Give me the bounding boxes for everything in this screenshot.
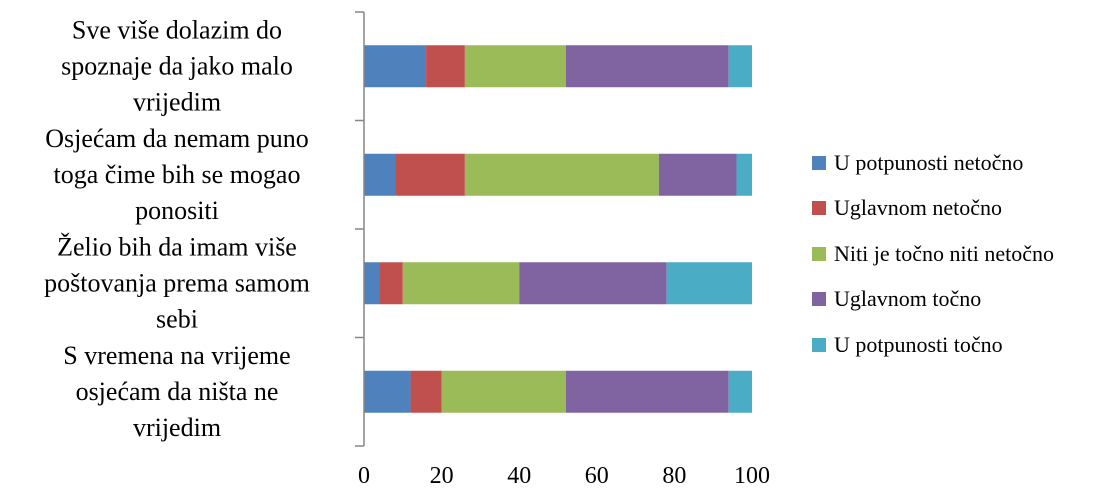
legend-label: U potpunosti netočno — [834, 149, 1024, 175]
category-label-line: Osjećam da nemam puno — [45, 124, 309, 153]
bar-segment — [658, 153, 737, 196]
category-label-line: S vremena na vrijeme — [63, 341, 290, 370]
legend-label: Uglavnom točno — [834, 286, 982, 312]
category-label-line: Sve više dolazim do — [72, 15, 282, 44]
category-label-line: sebi — [156, 304, 198, 333]
x-tick-label: 0 — [358, 463, 370, 489]
bar-segment — [441, 370, 566, 413]
bar-segment — [426, 45, 465, 88]
bars — [364, 45, 752, 413]
bar-segment — [565, 370, 729, 413]
legend-item: Uglavnom netočno — [812, 186, 1054, 232]
legend-swatch — [812, 292, 826, 307]
x-tick-labels: 0 20 40 60 80 100 — [358, 463, 770, 489]
bar-segment — [666, 262, 752, 305]
x-tick-label: 40 — [507, 463, 531, 489]
legend-swatch — [812, 155, 826, 170]
bar-segment — [728, 45, 752, 88]
bar-segment — [379, 262, 403, 305]
category-label-line: vrijedim — [133, 87, 221, 116]
legend-swatch — [812, 246, 826, 261]
x-tick-label: 100 — [734, 463, 770, 489]
bar-segment — [519, 262, 667, 305]
legend-item: Niti je točno niti netočno — [812, 231, 1054, 277]
legend-item: U potpunosti točno — [812, 322, 1054, 368]
bar-segment — [364, 153, 396, 196]
legend-label: Niti je točno niti netočno — [834, 240, 1054, 266]
category-label-line: Želio bih da imam više — [57, 232, 297, 261]
legend-item: U potpunosti netočno — [812, 140, 1054, 186]
bar-segment — [464, 45, 566, 88]
category-label: S vremena na vrijeme osjećam da ništa ne v… — [63, 341, 290, 442]
category-label-line: osjećam da ništa ne — [76, 377, 279, 406]
stacked-bar-chart: Sve više dolazim do spoznaje da jako malo… — [44, 11, 770, 489]
category-label-line: spoznaje da jako malo — [61, 51, 293, 80]
legend-label: Uglavnom netočno — [834, 195, 1003, 221]
bar-segment — [364, 45, 427, 88]
bar-segment — [364, 370, 411, 413]
bar-segment — [736, 153, 752, 196]
category-label-line: vrijedim — [133, 413, 221, 442]
x-tick-label: 80 — [662, 463, 686, 489]
axes — [355, 11, 365, 447]
legend-label: U potpunosti točno — [834, 331, 1003, 357]
bar-segment — [395, 153, 465, 196]
bar-segment — [410, 370, 442, 413]
category-label-line: poštovanja prema samom — [44, 268, 310, 297]
category-label-line: toga čime bih se mogao — [54, 160, 301, 189]
category-label: Osjećam da nemam puno toga čime bih se mo… — [45, 124, 309, 225]
legend-swatch — [812, 201, 826, 216]
category-labels: Sve više dolazim do spoznaje da jako malo… — [44, 15, 310, 442]
bar-segment — [402, 262, 520, 305]
legend-swatch — [812, 337, 826, 352]
bar-segment — [728, 370, 752, 413]
x-tick-label: 60 — [585, 463, 609, 489]
bar-segment — [565, 45, 729, 88]
category-label: Sve više dolazim do spoznaje da jako malo… — [61, 15, 293, 116]
legend-item: Uglavnom točno — [812, 277, 1054, 323]
legend: U potpunosti netočno Uglavnom netočno Niti… — [812, 140, 1054, 368]
category-label: Želio bih da imam više poštovanja prema s… — [44, 232, 310, 333]
bar-segment — [364, 262, 380, 305]
x-tick-label: 20 — [430, 463, 454, 489]
category-label-line: ponositi — [135, 196, 219, 225]
bar-segment — [464, 153, 659, 196]
